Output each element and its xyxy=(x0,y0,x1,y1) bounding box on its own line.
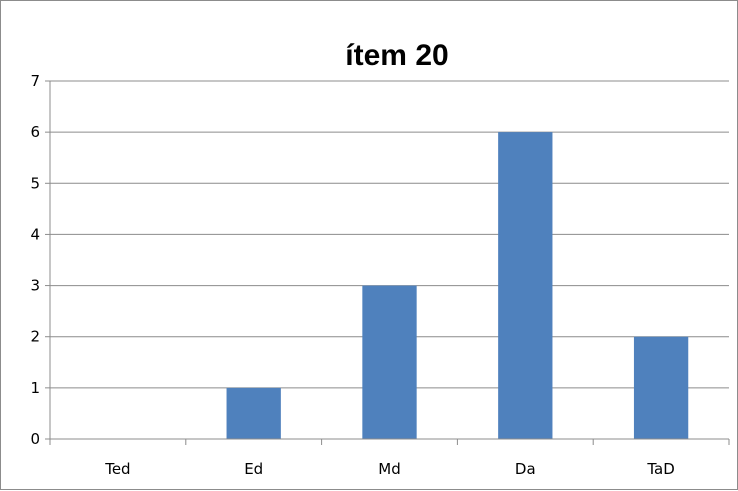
y-axis-ticks: 0 1 2 3 4 5 6 7 xyxy=(30,72,40,448)
y-tick-label: 1 xyxy=(30,379,40,397)
x-tick-label: TaD xyxy=(646,460,674,478)
y-tick-label: 4 xyxy=(30,225,40,243)
bar-tad xyxy=(633,336,689,439)
bar-ed xyxy=(226,387,281,439)
x-tick-label: Da xyxy=(515,460,536,478)
y-tick-label: 6 xyxy=(30,123,40,141)
y-tick-label: 0 xyxy=(30,430,40,448)
y-tick-label: 2 xyxy=(30,328,40,346)
bars xyxy=(226,132,689,439)
y-tick-label: 7 xyxy=(30,72,40,90)
x-tick-label: Md xyxy=(378,460,400,478)
x-tick-label: Ed xyxy=(244,460,263,478)
x-axis-ticks: Ted Ed Md Da TaD xyxy=(104,460,675,478)
bar-da xyxy=(498,132,553,439)
x-tick-label: Ted xyxy=(104,460,130,478)
bar-md xyxy=(362,285,417,439)
axes xyxy=(45,80,730,445)
y-tick-label: 3 xyxy=(30,277,40,295)
chart-title: ítem 20 xyxy=(345,39,448,72)
y-tick-label: 5 xyxy=(30,174,40,192)
